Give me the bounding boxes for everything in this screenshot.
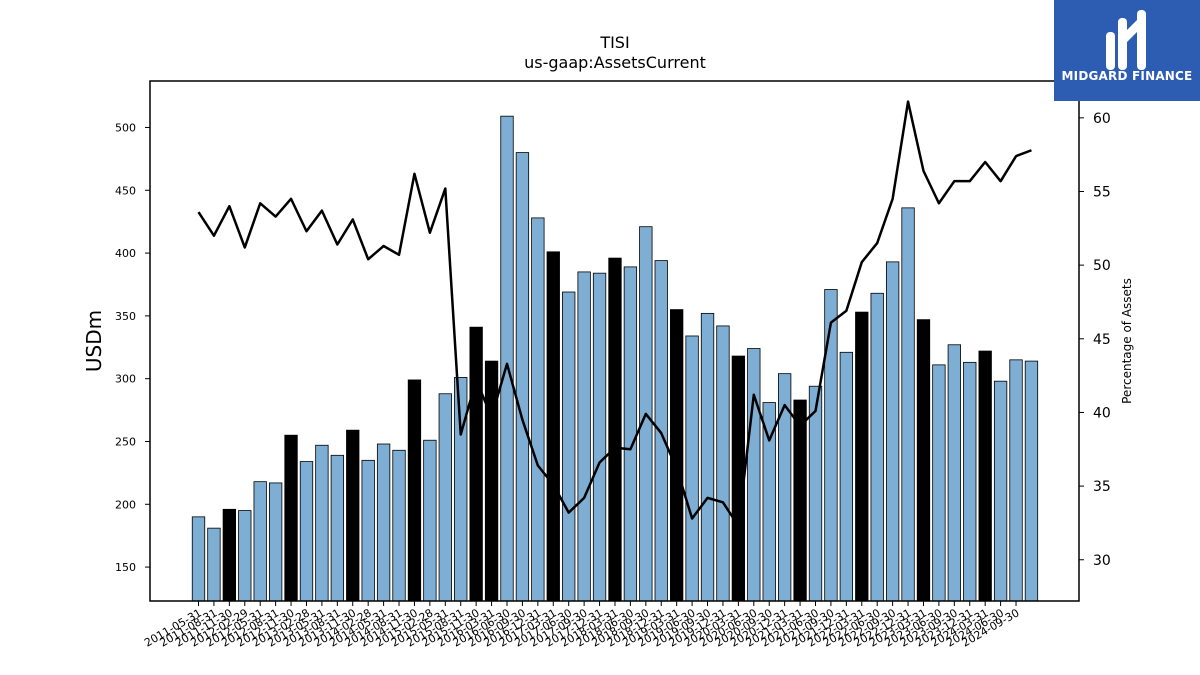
bar <box>407 379 422 602</box>
bar <box>1009 359 1023 602</box>
bar <box>978 350 992 602</box>
bar <box>855 311 869 602</box>
bar <box>592 272 607 602</box>
chart-subtitle: us-gaap:AssetsCurrent <box>524 53 706 72</box>
bar <box>454 377 468 602</box>
midgard-logo-icon <box>1106 10 1146 70</box>
plot-area: 1502002503003504004505003035404550556020… <box>115 100 1111 650</box>
y2-tick-label: 55 <box>1093 184 1111 200</box>
y-tick-label: 450 <box>115 184 136 197</box>
bar <box>808 385 823 602</box>
bar <box>577 271 591 602</box>
bar <box>1024 360 1039 602</box>
y2-axis-label: Percentage of Assets <box>1120 278 1134 404</box>
bar <box>901 207 915 602</box>
bar <box>315 444 329 602</box>
bar <box>716 325 730 602</box>
bar <box>993 380 1008 602</box>
bar <box>484 360 499 602</box>
bar <box>793 399 807 602</box>
bar <box>438 393 452 602</box>
bar <box>932 364 946 602</box>
plot-frame <box>149 80 1080 602</box>
bar <box>191 516 206 602</box>
bar <box>839 351 853 602</box>
bar <box>361 459 375 602</box>
bar <box>500 115 514 602</box>
bar <box>423 439 437 602</box>
bar <box>747 348 761 602</box>
y2-tick-label: 45 <box>1093 332 1111 348</box>
bar <box>562 291 576 602</box>
bar <box>531 217 545 602</box>
bar <box>515 152 530 602</box>
bar <box>238 510 252 602</box>
bar <box>685 335 699 602</box>
y2-tick-label: 50 <box>1093 258 1111 274</box>
bar <box>284 434 298 602</box>
y2-tick-label: 30 <box>1093 553 1111 569</box>
y-axis-label: USDm <box>82 310 106 372</box>
bar <box>268 482 283 602</box>
bar <box>870 292 884 602</box>
y-tick-label: 350 <box>115 310 136 323</box>
percentage-line <box>197 100 1032 528</box>
bar <box>963 361 977 602</box>
bar <box>253 481 267 602</box>
bar <box>824 289 838 602</box>
bar <box>207 527 221 602</box>
y2-tick-label: 35 <box>1093 479 1111 495</box>
y-tick-label: 300 <box>115 373 136 386</box>
y2-tick-label: 40 <box>1093 405 1111 421</box>
bar <box>947 344 961 602</box>
bar <box>469 326 483 602</box>
bar <box>916 319 931 602</box>
y2-tick-label: 60 <box>1093 111 1111 127</box>
bar <box>376 443 391 602</box>
bar <box>885 261 900 602</box>
bar <box>654 260 668 602</box>
y-tick-label: 200 <box>115 498 136 511</box>
bar <box>546 251 560 602</box>
bar <box>608 257 622 602</box>
y-tick-label: 400 <box>115 247 136 260</box>
y-tick-label: 500 <box>115 121 136 134</box>
y-tick-label: 250 <box>115 435 136 448</box>
bar <box>222 508 237 602</box>
y-tick-label: 150 <box>115 561 136 574</box>
bar <box>623 266 638 602</box>
bar <box>392 449 406 602</box>
bar <box>346 429 360 602</box>
bar <box>299 461 314 602</box>
midgard-finance-logo: MIDGARD FINANCE <box>1054 0 1200 101</box>
chart-title: TISI <box>599 33 629 52</box>
logo-text: MIDGARD FINANCE <box>1061 69 1193 83</box>
bar <box>700 312 715 602</box>
bar <box>330 454 344 602</box>
